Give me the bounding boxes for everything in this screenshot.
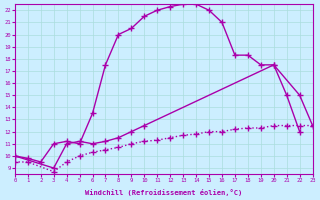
X-axis label: Windchill (Refroidissement éolien,°C): Windchill (Refroidissement éolien,°C) <box>85 189 242 196</box>
